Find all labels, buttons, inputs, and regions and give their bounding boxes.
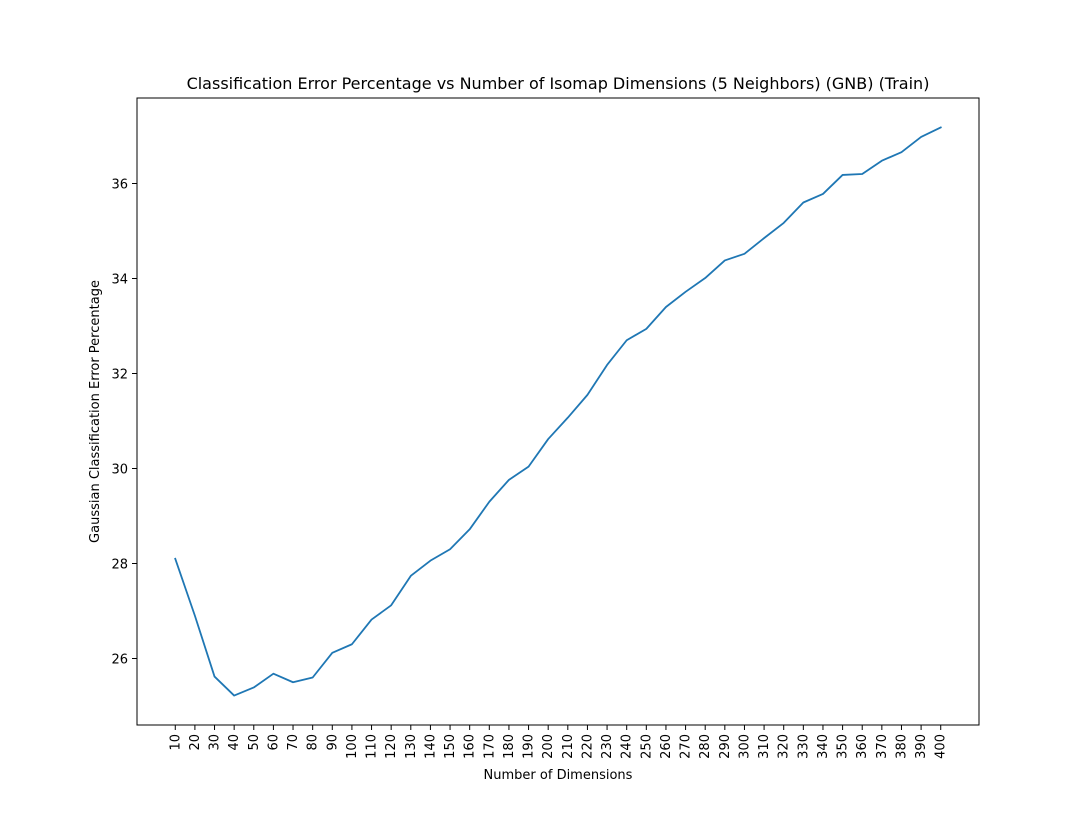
x-tick-label: 40 [227, 734, 242, 751]
y-tick-label: 30 [111, 463, 128, 478]
x-tick-label: 50 [247, 734, 262, 751]
y-axis-label: Gaussian Classification Error Percentage [88, 280, 103, 543]
x-tick-label: 270 [679, 734, 694, 759]
y-axis-ticks: 26 28 30 32 34 36 [111, 178, 137, 668]
x-tick-label: 390 [914, 734, 929, 759]
x-tick-label: 60 [266, 734, 281, 751]
x-tick-label: 140 [423, 734, 438, 759]
x-tick-label: 310 [757, 734, 772, 759]
x-tick-label: 70 [286, 734, 301, 751]
x-tick-label: 330 [796, 734, 811, 759]
x-tick-label: 360 [855, 734, 870, 759]
x-tick-label: 350 [836, 734, 851, 759]
x-tick-label: 230 [600, 734, 615, 759]
x-tick-label: 130 [404, 734, 419, 759]
x-tick-label: 220 [580, 734, 595, 759]
x-tick-label: 80 [306, 734, 321, 751]
x-tick-label: 30 [208, 734, 223, 751]
y-tick-label: 26 [111, 653, 128, 668]
x-tick-label: 180 [502, 734, 517, 759]
x-axis-label: Number of Dimensions [484, 768, 633, 783]
x-tick-label: 280 [698, 734, 713, 759]
plot-marks [174, 126, 942, 697]
x-tick-label: 110 [365, 734, 380, 759]
x-tick-label: 380 [894, 734, 909, 759]
y-tick-label: 34 [111, 273, 128, 288]
y-tick-label: 32 [111, 368, 128, 383]
x-tick-label: 240 [620, 734, 635, 759]
x-axis-ticks: 10 20 30 40 50 60 70 80 90 100 110 120 130 140 150 160 1… [168, 725, 949, 759]
x-tick-label: 200 [541, 734, 556, 759]
x-tick-label: 290 [718, 734, 733, 759]
x-tick-label: 300 [737, 734, 752, 759]
x-tick-label: 100 [345, 734, 360, 759]
x-tick-label: 170 [482, 734, 497, 759]
x-tick-label: 150 [443, 734, 458, 759]
x-tick-label: 400 [934, 734, 949, 759]
x-tick-label: 340 [816, 734, 831, 759]
x-tick-label: 320 [777, 734, 792, 759]
y-tick-label: 36 [111, 178, 128, 193]
x-tick-label: 370 [875, 734, 890, 759]
series-line [174, 126, 942, 697]
x-tick-label: 210 [561, 734, 576, 759]
y-tick-label: 28 [111, 558, 128, 573]
x-tick-label: 20 [188, 734, 203, 751]
chart-title: Classification Error Percentage vs Numbe… [187, 74, 930, 93]
x-tick-label: 260 [659, 734, 674, 759]
x-tick-label: 10 [168, 734, 183, 751]
x-tick-label: 190 [522, 734, 537, 759]
x-tick-label: 90 [325, 734, 340, 751]
x-tick-label: 250 [639, 734, 654, 759]
x-tick-label: 160 [463, 734, 478, 759]
plot-frame [136, 97, 980, 726]
x-tick-label: 120 [384, 734, 399, 759]
